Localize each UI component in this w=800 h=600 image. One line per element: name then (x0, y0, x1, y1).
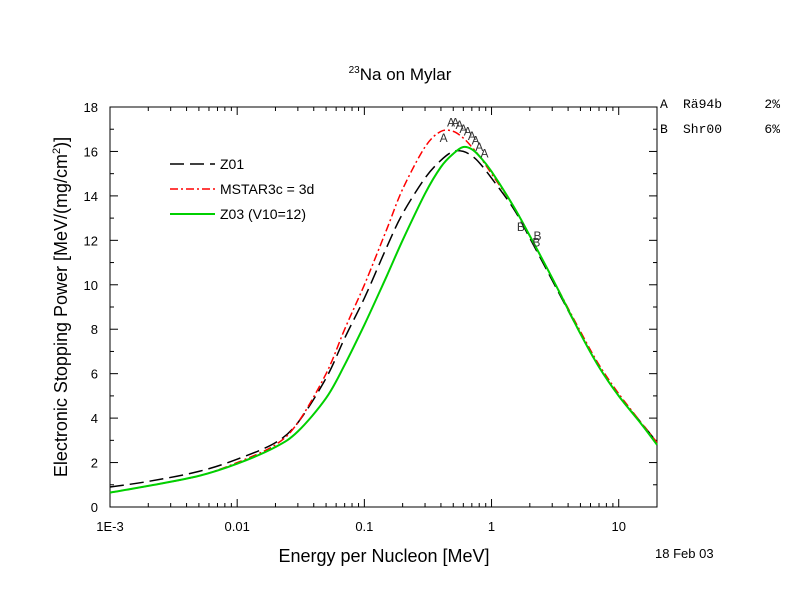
y-tick-label: 4 (91, 411, 98, 426)
series-line-0 (109, 149, 658, 488)
legend: Z01 MSTAR3c = 3d Z03 (V10=12) (170, 156, 314, 222)
reference-error: 6% (764, 122, 780, 137)
reference-name: Rä94b (683, 97, 722, 112)
y-tick-label: 18 (84, 100, 98, 115)
y-tick-label: 10 (84, 278, 98, 293)
y-tick-label: 12 (84, 233, 98, 248)
chart-title: 23Na on Mylar (349, 65, 452, 84)
series-lines (109, 129, 658, 494)
series-line-1 (109, 129, 658, 494)
y-axis-title: Electronic Stopping Power [MeV/(mg/cm2)] (51, 137, 71, 477)
x-tick-label: 0.1 (355, 519, 373, 534)
data-point-A: A (464, 124, 472, 138)
y-tick-label: 14 (84, 189, 98, 204)
series-line-2 (109, 145, 658, 494)
y-axis-title-end: )] (51, 137, 71, 148)
reference-error: 2% (764, 97, 780, 112)
data-point-A: A (440, 131, 448, 145)
x-tick-label: 10 (611, 519, 625, 534)
y-tick-label: 2 (91, 456, 98, 471)
y-axis-title-main: Electronic Stopping Power [MeV/(mg/cm (51, 154, 71, 477)
data-point-A: A (475, 140, 483, 154)
data-point-A: A (472, 133, 480, 147)
x-tick-label: 0.01 (225, 519, 250, 534)
y-tick-label: 16 (84, 144, 98, 159)
data-point-B: B (532, 236, 540, 250)
data-point-A: A (480, 147, 488, 161)
reference-letter: B (660, 122, 668, 137)
y-tick-label: 6 (91, 367, 98, 382)
y-tick-label: 0 (91, 500, 98, 515)
y-tick-label: 8 (91, 322, 98, 337)
data-point-B: B (534, 229, 542, 243)
data-point-A: A (459, 122, 467, 136)
legend-label: MSTAR3c = 3d (220, 181, 314, 197)
title-superscript: 23 (349, 65, 361, 76)
data-point-A: A (468, 129, 476, 143)
y-axis-title-superscript: 2 (51, 148, 63, 154)
data-point-B: B (517, 220, 525, 234)
legend-label: Z01 (220, 156, 244, 172)
plot-frame (109, 106, 658, 508)
x-tick-label: 1E-3 (96, 519, 123, 534)
x-tick-label: 1 (488, 519, 495, 534)
legend-label: Z03 (V10=12) (220, 206, 306, 222)
data-point-A: A (447, 116, 455, 130)
data-point-A: A (456, 118, 464, 132)
date-stamp: 18 Feb 03 (655, 546, 714, 561)
x-axis: 1E-3 0.01 0.1 1 10 (96, 107, 626, 534)
reference-name: Shr00 (683, 122, 722, 137)
y-axis: 0 2 4 6 8 10 12 14 16 18 (84, 100, 657, 515)
reference-letter: A (660, 97, 668, 112)
title-main: Na on Mylar (360, 65, 452, 84)
data-point-A: A (451, 116, 459, 130)
x-axis-title: Energy per Nucleon [MeV] (278, 546, 489, 566)
references-list: A Rä94b 2% B Shr00 6% (660, 97, 780, 137)
